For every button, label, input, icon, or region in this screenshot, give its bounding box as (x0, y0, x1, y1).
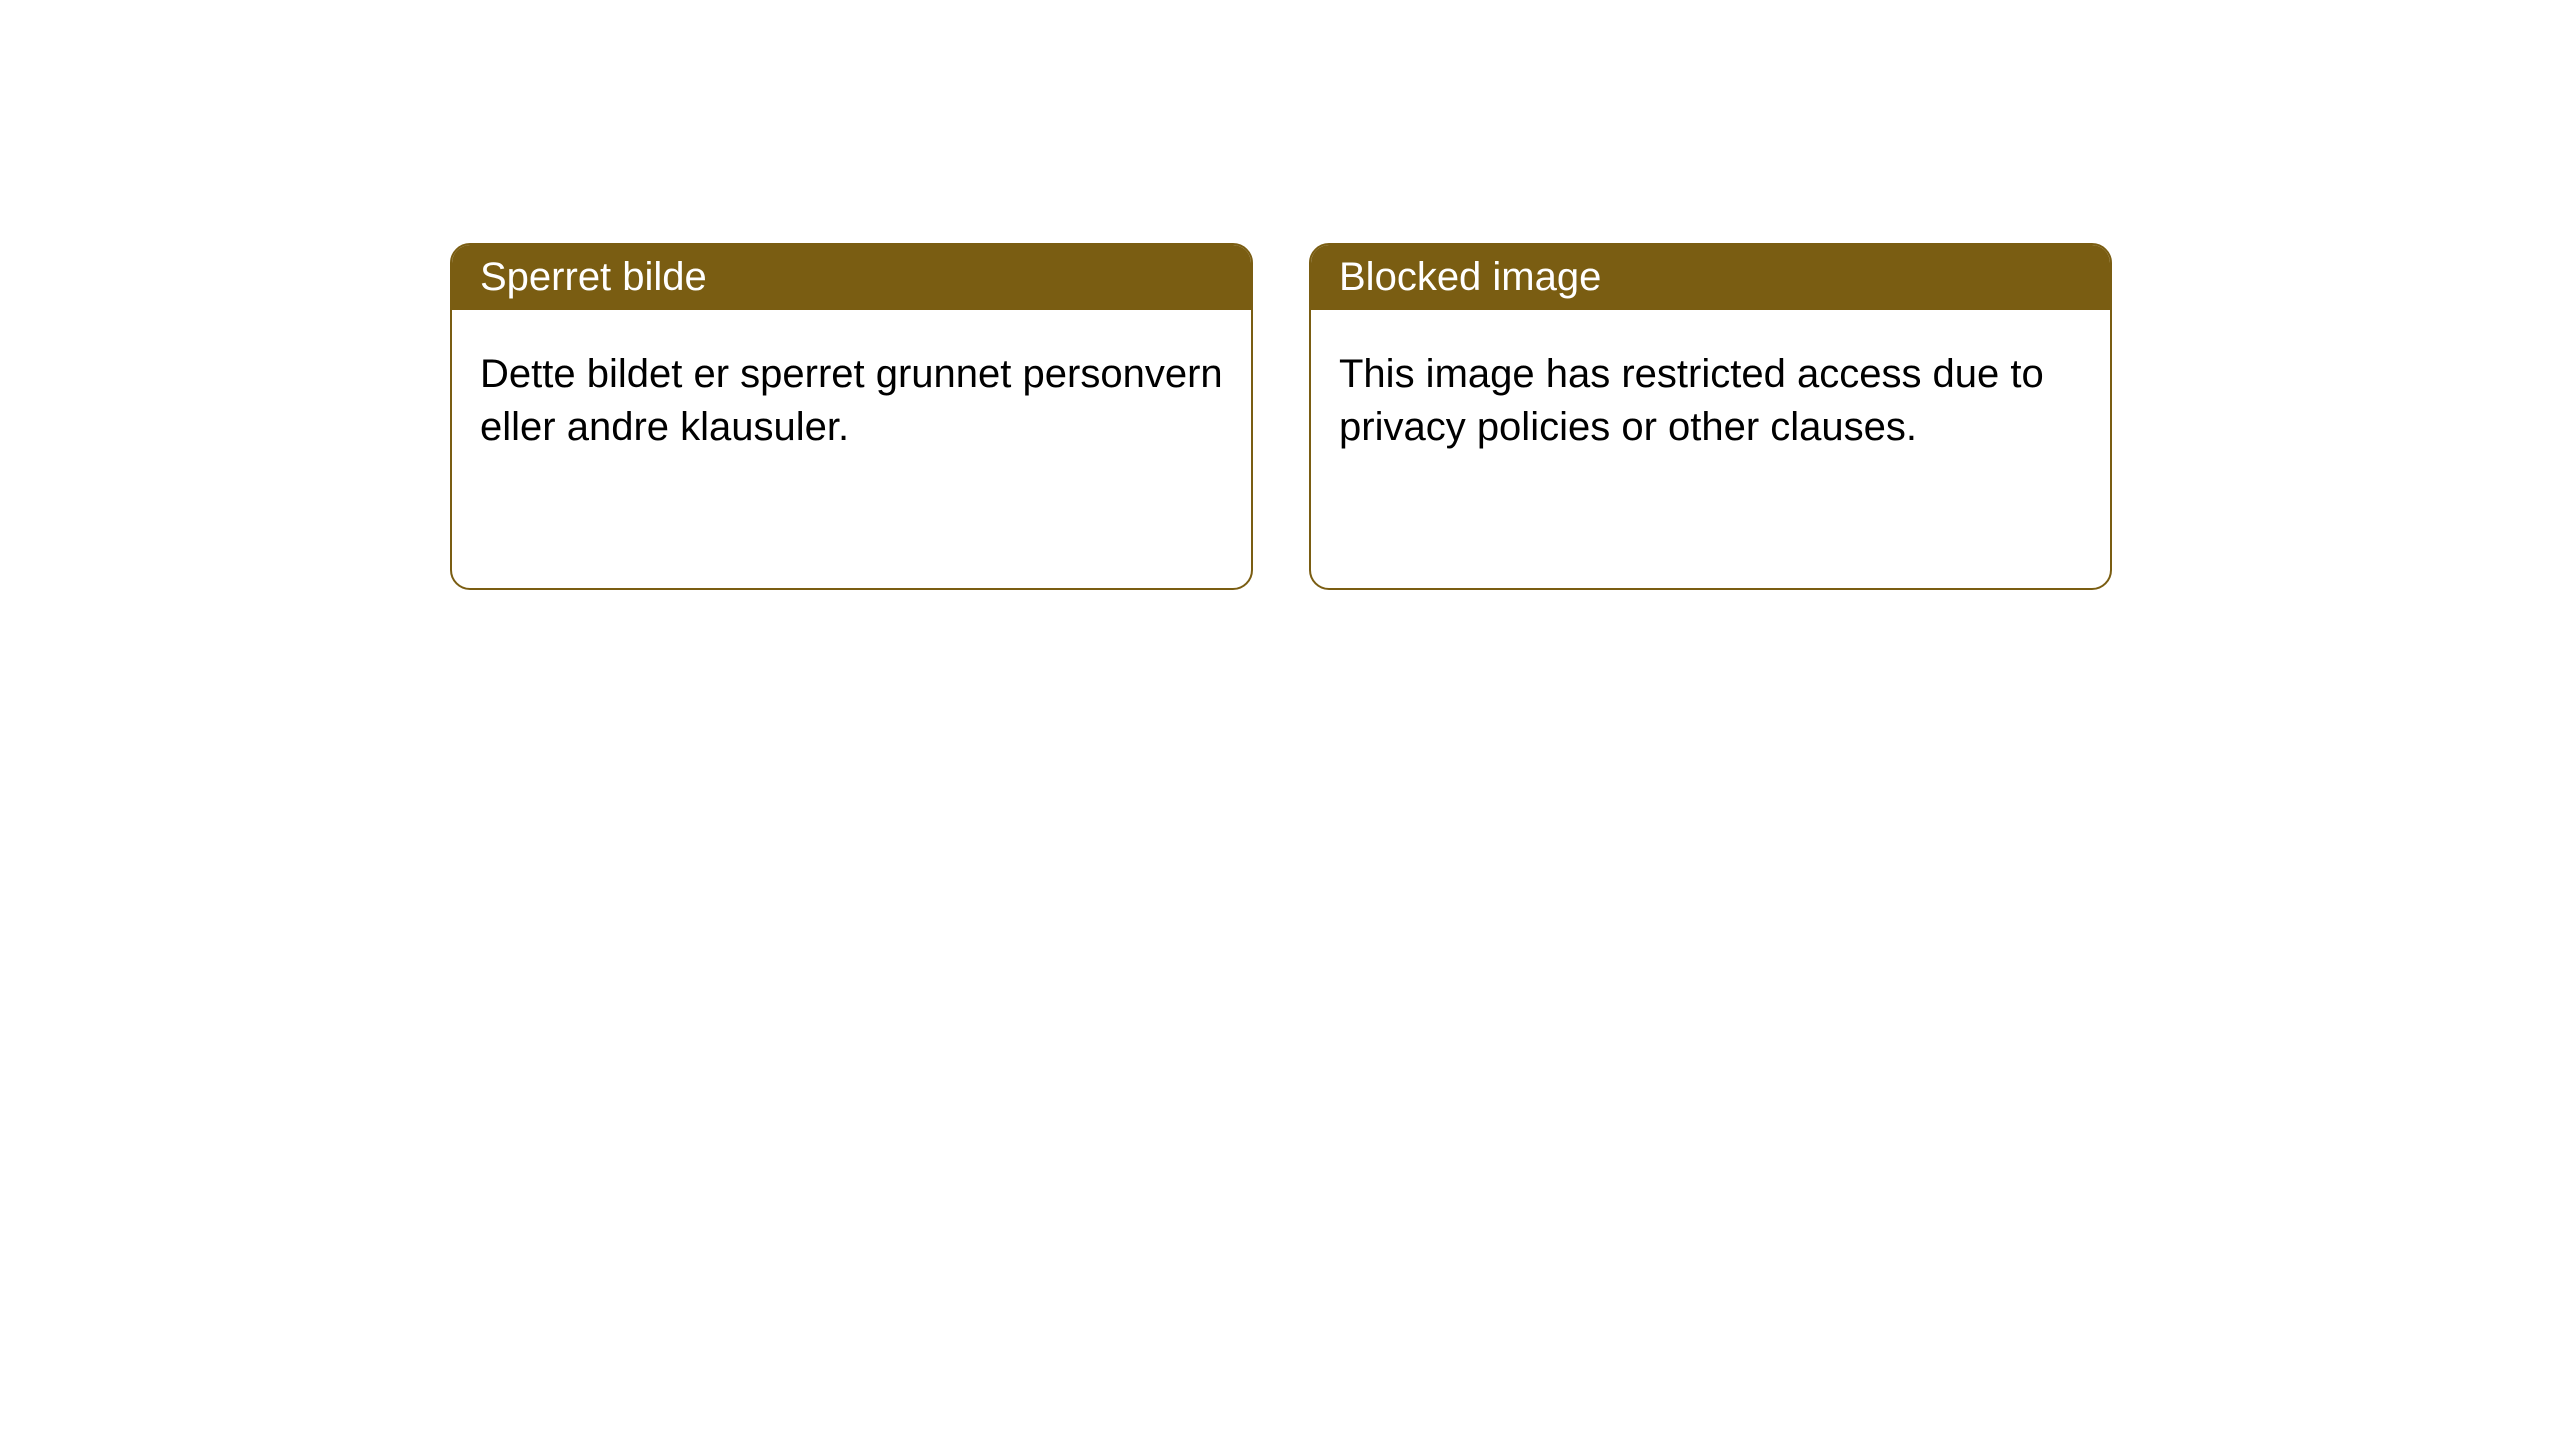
card-message: This image has restricted access due to … (1339, 352, 2044, 449)
card-body: Dette bildet er sperret grunnet personve… (452, 310, 1251, 588)
card-header: Sperret bilde (452, 245, 1251, 310)
card-header: Blocked image (1311, 245, 2110, 310)
blocked-image-card-en: Blocked image This image has restricted … (1309, 243, 2112, 590)
notice-container: Sperret bilde Dette bildet er sperret gr… (0, 0, 2560, 590)
card-body: This image has restricted access due to … (1311, 310, 2110, 588)
blocked-image-card-no: Sperret bilde Dette bildet er sperret gr… (450, 243, 1253, 590)
card-message: Dette bildet er sperret grunnet personve… (480, 352, 1223, 449)
card-title: Blocked image (1339, 255, 1601, 299)
card-title: Sperret bilde (480, 255, 707, 299)
